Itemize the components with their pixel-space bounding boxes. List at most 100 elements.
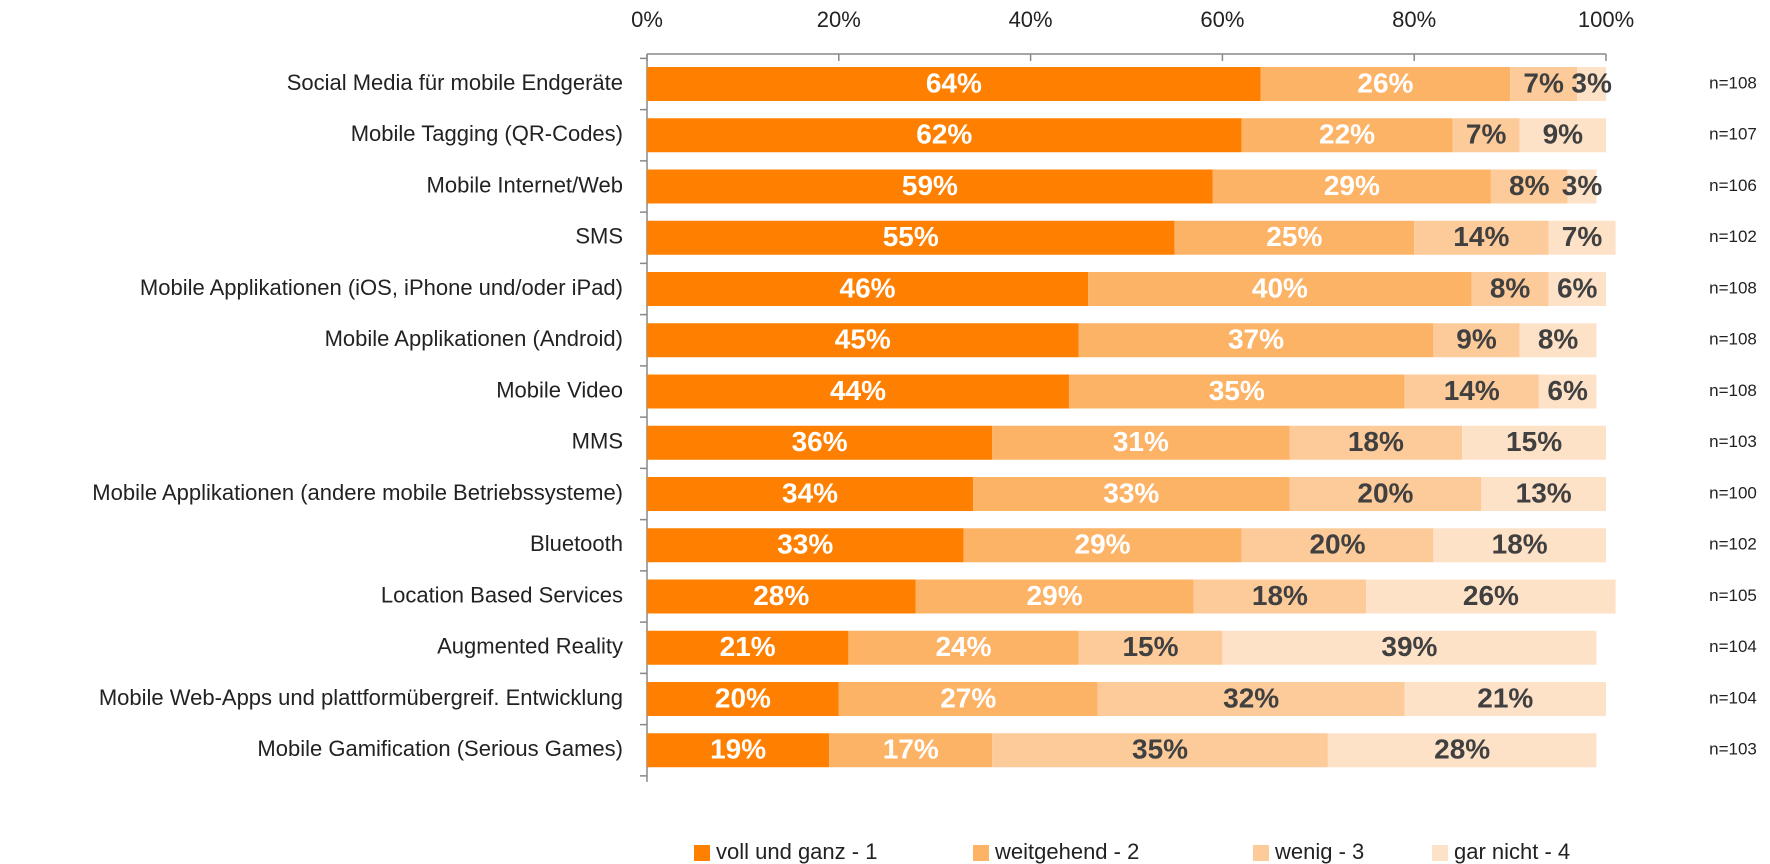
- value-label: 7%: [1562, 221, 1603, 252]
- n-label: n=100: [1709, 483, 1757, 502]
- bar-segment: [647, 272, 1089, 306]
- value-label: 21%: [720, 631, 776, 662]
- n-label: n=102: [1709, 535, 1757, 554]
- value-label: 14%: [1453, 221, 1509, 252]
- value-label: 62%: [916, 119, 972, 150]
- bar-segment: [1471, 272, 1549, 306]
- bar-segment: [647, 733, 830, 768]
- x-tick-label: 100%: [1578, 7, 1634, 32]
- bar-segment: [992, 425, 1290, 460]
- value-label: 64%: [926, 67, 982, 98]
- bar-segment: [1548, 272, 1606, 306]
- bar-segment: [1462, 425, 1606, 460]
- value-label: 22%: [1319, 119, 1375, 150]
- value-label: 46%: [840, 272, 896, 303]
- value-label: 20%: [1357, 477, 1413, 508]
- bar-segment: [647, 323, 1079, 358]
- value-label: 44%: [830, 375, 886, 406]
- value-label: 7%: [1466, 119, 1507, 150]
- x-tick-label: 20%: [817, 7, 861, 32]
- value-label: 17%: [883, 734, 939, 765]
- legend-swatch: [1432, 845, 1448, 861]
- value-label: 9%: [1456, 324, 1497, 355]
- category-label: Mobile Video: [496, 377, 623, 402]
- value-label: 20%: [1309, 529, 1365, 560]
- x-tick-label: 80%: [1392, 7, 1436, 32]
- value-label: 35%: [1132, 734, 1188, 765]
- value-label: 28%: [1434, 734, 1490, 765]
- bar-segment: [647, 682, 839, 716]
- value-label: 14%: [1444, 375, 1500, 406]
- value-label: 8%: [1538, 324, 1579, 355]
- value-label: 7%: [1523, 67, 1564, 98]
- bar-segment: [838, 682, 1098, 716]
- bar-segment: [1414, 220, 1549, 255]
- n-label: n=107: [1709, 125, 1757, 144]
- bar-segment: [1433, 528, 1606, 563]
- bar-segment: [647, 374, 1069, 409]
- bar-segment: [973, 477, 1290, 511]
- n-label: n=106: [1709, 176, 1757, 195]
- bar-segment: [1404, 374, 1539, 409]
- value-label: 6%: [1547, 375, 1588, 406]
- value-label: 20%: [715, 682, 771, 713]
- category-label: Mobile Tagging (QR-Codes): [351, 121, 623, 146]
- bar-segment: [1289, 477, 1482, 511]
- value-label: 55%: [883, 221, 939, 252]
- value-label: 25%: [1266, 221, 1322, 252]
- n-label: n=103: [1709, 740, 1757, 759]
- x-tick-label: 40%: [1009, 7, 1053, 32]
- value-label: 29%: [1075, 529, 1131, 560]
- value-label: 8%: [1509, 170, 1550, 201]
- category-label: Mobile Applikationen (Android): [325, 326, 623, 351]
- bar-segment: [1519, 323, 1597, 358]
- legend-label: gar nicht - 4: [1454, 839, 1570, 864]
- x-tick-label: 0%: [631, 7, 663, 32]
- value-label: 26%: [1357, 67, 1413, 98]
- bar-segment: [647, 67, 1261, 101]
- legend-label: voll und ganz - 1: [716, 839, 877, 864]
- bar-segment: [1538, 374, 1597, 409]
- bar-segment: [915, 579, 1194, 614]
- value-label: 18%: [1252, 580, 1308, 611]
- n-label: n=103: [1709, 432, 1757, 451]
- bar-segment: [848, 630, 1079, 665]
- value-label: 3%: [1562, 170, 1603, 201]
- bar-segment: [1078, 630, 1223, 665]
- n-label: n=108: [1709, 73, 1757, 92]
- bar-segment: [647, 528, 964, 563]
- bar-segment: [1193, 579, 1367, 614]
- n-label: n=108: [1709, 278, 1757, 297]
- category-label: Mobile Applikationen (iOS, iPhone und/od…: [140, 275, 623, 300]
- n-label: n=104: [1709, 688, 1757, 707]
- n-label: n=102: [1709, 227, 1757, 246]
- value-label: 33%: [777, 529, 833, 560]
- legend-swatch: [694, 845, 710, 861]
- bar-segment: [647, 630, 849, 665]
- bar-segment: [1452, 118, 1520, 153]
- value-label: 3%: [1571, 67, 1612, 98]
- category-label: Social Media für mobile Endgeräte: [287, 70, 623, 95]
- category-label: Mobile Gamification (Serious Games): [257, 736, 623, 761]
- value-label: 18%: [1348, 426, 1404, 457]
- value-label: 13%: [1516, 477, 1572, 508]
- bar-segment: [1212, 169, 1491, 204]
- value-label: 24%: [935, 631, 991, 662]
- value-label: 18%: [1492, 529, 1548, 560]
- n-label: n=104: [1709, 637, 1757, 656]
- bar-segment: [1241, 528, 1434, 563]
- category-label: Mobile Internet/Web: [427, 172, 623, 197]
- bar-segment: [647, 169, 1213, 204]
- value-label: 35%: [1209, 375, 1265, 406]
- n-label: n=108: [1709, 381, 1757, 400]
- value-label: 15%: [1506, 426, 1562, 457]
- value-label: 28%: [753, 580, 809, 611]
- bar-segment: [647, 477, 974, 511]
- category-label: MMS: [572, 429, 623, 454]
- value-label: 40%: [1252, 272, 1308, 303]
- bar-segment: [647, 220, 1175, 255]
- category-label: Mobile Web-Apps und plattformübergreif. …: [99, 685, 623, 710]
- value-label: 19%: [710, 734, 766, 765]
- value-label: 21%: [1477, 682, 1533, 713]
